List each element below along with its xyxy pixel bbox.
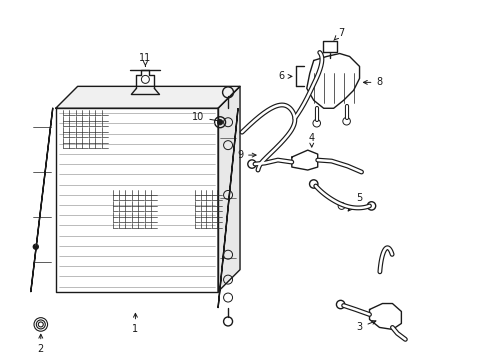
Text: 9: 9: [237, 150, 256, 160]
Text: 1: 1: [132, 313, 138, 334]
Polygon shape: [218, 86, 240, 292]
Polygon shape: [56, 108, 218, 292]
Text: 6: 6: [278, 71, 291, 81]
Text: 3: 3: [356, 320, 375, 332]
Text: 11: 11: [139, 54, 151, 66]
Text: 8: 8: [363, 77, 382, 87]
Polygon shape: [306, 54, 359, 108]
Polygon shape: [291, 150, 317, 170]
Polygon shape: [56, 86, 240, 108]
Text: 5: 5: [347, 193, 362, 211]
Polygon shape: [369, 303, 401, 329]
Text: 10: 10: [192, 112, 222, 123]
Text: 7: 7: [333, 28, 344, 40]
Text: 4: 4: [308, 133, 314, 147]
Circle shape: [33, 244, 38, 249]
Polygon shape: [322, 41, 336, 53]
Circle shape: [217, 120, 223, 125]
Polygon shape: [218, 108, 238, 307]
Text: 2: 2: [38, 334, 44, 354]
Polygon shape: [31, 108, 53, 292]
